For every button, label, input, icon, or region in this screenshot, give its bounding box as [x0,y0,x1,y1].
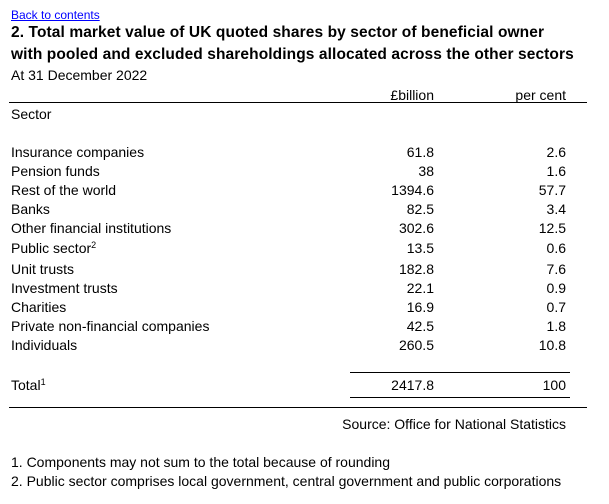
table-row-percent-value: 1.6 [546,163,566,179]
table-row-label: Individuals [11,337,78,353]
total-bottom-rule [350,397,570,398]
table-row-label: Charities [11,299,67,315]
table-row-percent-value: 1.8 [546,318,566,334]
table-row-billion-value: 1394.6 [391,182,434,198]
sector-column-header: Sector [11,106,52,122]
table-row-billion-value: 16.9 [406,299,434,315]
footnote-1: 1. Components may not sum to the total b… [11,454,391,470]
table-row-billion-value: 302.6 [398,220,434,236]
total-row-label: Total1 [11,377,46,393]
table-row-label: Insurance companies [11,144,145,160]
table-row-billion-value: 260.5 [398,337,434,353]
table-row-label: Public sector2 [11,240,97,256]
table-row-percent-value: 3.4 [546,201,566,217]
table-title-line-1: 2. Total market value of UK quoted share… [11,24,545,41]
table-row-percent-value: 2.6 [546,144,566,160]
table-row-percent-value: 7.6 [546,261,566,277]
table-subtitle-date: At 31 December 2022 [11,67,148,83]
table-row-percent-value: 57.7 [538,182,566,198]
table-row-label: Private non-financial companies [11,318,210,334]
table-row-billion-value: 182.8 [398,261,434,277]
footnote-marker: 2 [91,240,97,250]
back-to-contents-link[interactable]: Back to contents [11,8,100,22]
table-row-billion-value: 42.5 [406,318,434,334]
source-note: Source: Office for National Statistics [342,416,566,432]
total-row-billion: 2417.8 [391,377,434,393]
table-row-percent-value: 0.6 [546,240,566,256]
total-footnote-marker: 1 [40,377,46,387]
table-row-label: Rest of the world [11,182,117,198]
total-top-rule [350,372,570,373]
table-top-rule [9,102,587,103]
table-title-line-2: with pooled and excluded shareholdings a… [11,46,574,63]
total-row-percent: 100 [542,377,566,393]
table-row-percent-value: 10.8 [538,337,566,353]
table-row-label: Investment trusts [11,280,118,296]
table-row-billion-value: 82.5 [406,201,434,217]
table-row-billion-value: 13.5 [406,240,434,256]
table-row-billion-value: 61.8 [406,144,434,160]
table-row-label: Other financial institutions [11,220,172,236]
table-bottom-rule [9,407,587,408]
column-header-percent: per cent [515,87,566,103]
table-row-label: Unit trusts [11,261,75,277]
table-row-label: Pension funds [11,163,100,179]
table-row-billion-value: 22.1 [406,280,434,296]
table-row-label: Banks [11,201,50,217]
footnote-2: 2. Public sector comprises local governm… [11,473,562,489]
table-row-percent-value: 0.7 [546,299,566,315]
table-row-percent-value: 12.5 [538,220,566,236]
column-header-billion: £billion [390,87,434,103]
table-row-billion-value: 38 [418,163,434,179]
table-row-percent-value: 0.9 [546,280,566,296]
